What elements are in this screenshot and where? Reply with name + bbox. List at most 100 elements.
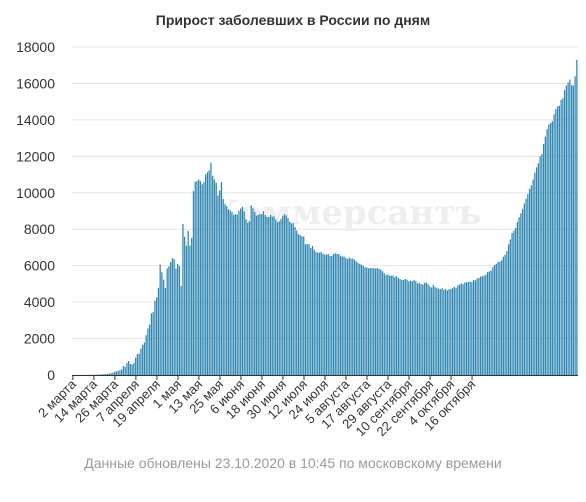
bar <box>334 253 336 375</box>
bar <box>310 247 312 375</box>
bar <box>576 59 578 376</box>
bar <box>506 250 508 375</box>
bar <box>555 109 557 375</box>
bar <box>374 268 377 375</box>
bar <box>304 244 307 375</box>
bar <box>275 219 277 375</box>
bar <box>490 270 492 375</box>
bar <box>364 267 366 375</box>
bar <box>535 167 538 375</box>
bar <box>159 264 161 375</box>
bar <box>385 274 387 375</box>
bar <box>107 373 109 375</box>
bar <box>516 222 518 375</box>
bar <box>278 221 280 375</box>
bar <box>406 279 408 375</box>
bar <box>462 284 464 375</box>
bar <box>112 372 114 375</box>
bar <box>301 236 303 375</box>
bar <box>537 163 539 375</box>
bar <box>492 267 494 375</box>
bar <box>413 279 415 375</box>
bar <box>234 214 237 375</box>
bar <box>572 85 575 375</box>
bar <box>472 280 475 375</box>
bar <box>166 268 168 375</box>
bar <box>495 263 497 375</box>
bar <box>255 215 258 375</box>
bar <box>290 223 293 375</box>
bar <box>276 222 279 375</box>
bar <box>520 213 522 375</box>
bar <box>178 266 181 375</box>
bar <box>360 264 363 375</box>
bar <box>395 276 398 375</box>
bar <box>105 374 107 375</box>
bar <box>483 275 485 375</box>
bar <box>152 312 154 375</box>
bar <box>117 370 119 375</box>
bar <box>511 232 513 375</box>
bar <box>509 239 511 375</box>
bar <box>245 219 247 375</box>
bar <box>329 256 331 375</box>
y-tick-label: 12000 <box>16 148 55 164</box>
bar <box>182 223 184 375</box>
bar <box>145 335 147 375</box>
bar <box>303 236 305 375</box>
bar <box>198 179 200 375</box>
bar <box>100 374 102 375</box>
bar <box>371 268 373 375</box>
bar <box>124 366 126 375</box>
bar <box>175 268 177 375</box>
bar <box>444 288 447 375</box>
bar <box>499 261 501 375</box>
bar <box>129 364 132 375</box>
bar <box>534 172 536 375</box>
bar <box>257 214 259 375</box>
bar <box>348 257 350 375</box>
bar <box>296 230 298 375</box>
bar <box>324 254 326 375</box>
bar <box>448 289 450 375</box>
bar <box>187 230 189 375</box>
bar <box>353 259 356 375</box>
bar <box>416 283 419 375</box>
bar <box>147 328 149 375</box>
bar <box>224 204 226 375</box>
bar <box>157 287 160 375</box>
bar <box>268 217 270 375</box>
bar <box>513 230 515 375</box>
y-tick-label: 6000 <box>24 258 55 274</box>
bar <box>131 364 133 375</box>
bar <box>240 208 242 375</box>
bar <box>465 282 468 375</box>
bar <box>457 285 459 375</box>
watermark: Коммерсантъ <box>209 193 482 233</box>
bar <box>541 154 543 375</box>
bar <box>380 269 382 375</box>
bar <box>437 288 440 375</box>
bar <box>369 268 371 375</box>
bar <box>563 90 566 376</box>
bar <box>402 280 405 375</box>
bar <box>241 206 244 375</box>
bar <box>252 208 254 375</box>
bar <box>527 193 529 375</box>
bar <box>401 279 403 375</box>
bar <box>562 98 564 376</box>
bar <box>121 369 123 375</box>
bar <box>556 106 559 375</box>
bar <box>486 272 489 375</box>
bar <box>570 85 573 375</box>
bar <box>262 211 265 375</box>
bar <box>122 365 125 375</box>
bar <box>493 264 496 375</box>
bar <box>205 174 207 375</box>
bar <box>507 244 510 375</box>
bar <box>504 254 506 375</box>
bar <box>355 261 357 375</box>
bar <box>269 214 272 375</box>
bar <box>287 218 289 375</box>
bar <box>294 226 296 375</box>
